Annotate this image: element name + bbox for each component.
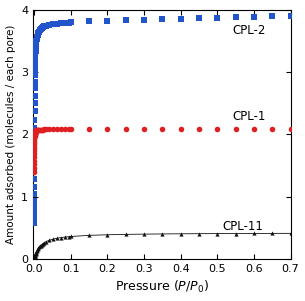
Text: CPL-11: CPL-11 xyxy=(223,220,264,233)
Y-axis label: Amount adsorbed (molecules / each pore): Amount adsorbed (molecules / each pore) xyxy=(5,25,16,244)
X-axis label: Pressure ($P/P_0$): Pressure ($P/P_0$) xyxy=(115,279,209,296)
Text: CPL-2: CPL-2 xyxy=(232,24,265,37)
Text: CPL-1: CPL-1 xyxy=(232,110,265,123)
